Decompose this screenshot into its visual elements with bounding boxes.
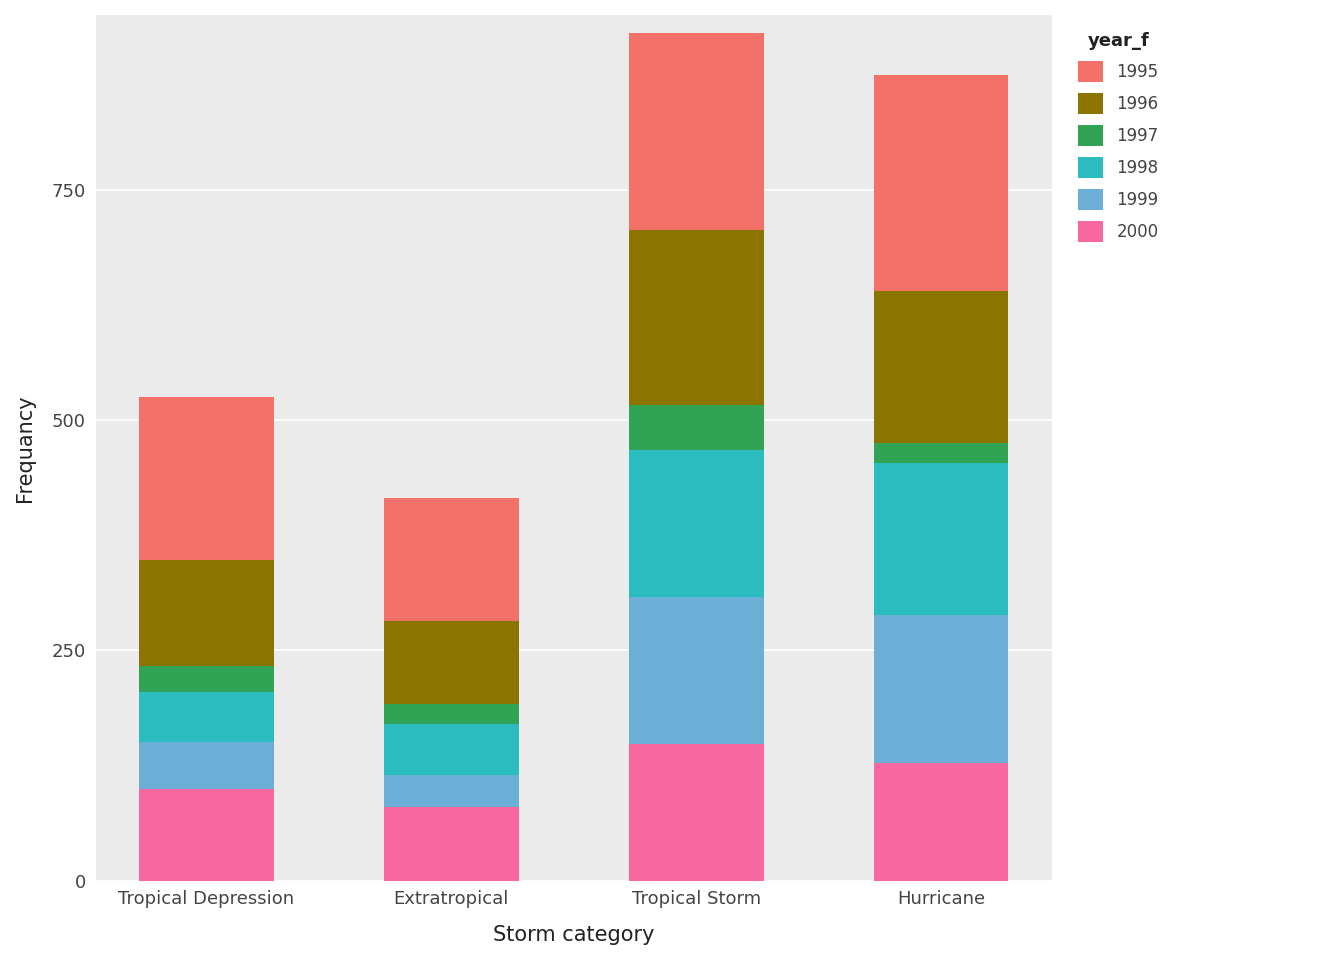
Bar: [629, 230, 763, 405]
Bar: [384, 807, 519, 880]
Bar: [874, 464, 1008, 615]
Bar: [138, 788, 274, 880]
Bar: [138, 692, 274, 742]
Bar: [138, 560, 274, 666]
Bar: [874, 291, 1008, 444]
X-axis label: Storm category: Storm category: [493, 925, 655, 945]
Bar: [384, 775, 519, 807]
Bar: [629, 744, 763, 880]
Bar: [384, 621, 519, 704]
Bar: [629, 34, 763, 230]
Y-axis label: Frequancy: Frequancy: [15, 394, 35, 502]
Bar: [384, 498, 519, 621]
Bar: [138, 666, 274, 692]
Bar: [629, 597, 763, 744]
Bar: [138, 397, 274, 560]
Legend: 1995, 1996, 1997, 1998, 1999, 2000: 1995, 1996, 1997, 1998, 1999, 2000: [1070, 23, 1167, 250]
Bar: [629, 405, 763, 449]
Bar: [874, 75, 1008, 291]
Bar: [138, 742, 274, 788]
Bar: [874, 444, 1008, 464]
Bar: [874, 763, 1008, 880]
Bar: [384, 724, 519, 775]
Bar: [384, 704, 519, 724]
Bar: [874, 615, 1008, 763]
Bar: [629, 449, 763, 597]
